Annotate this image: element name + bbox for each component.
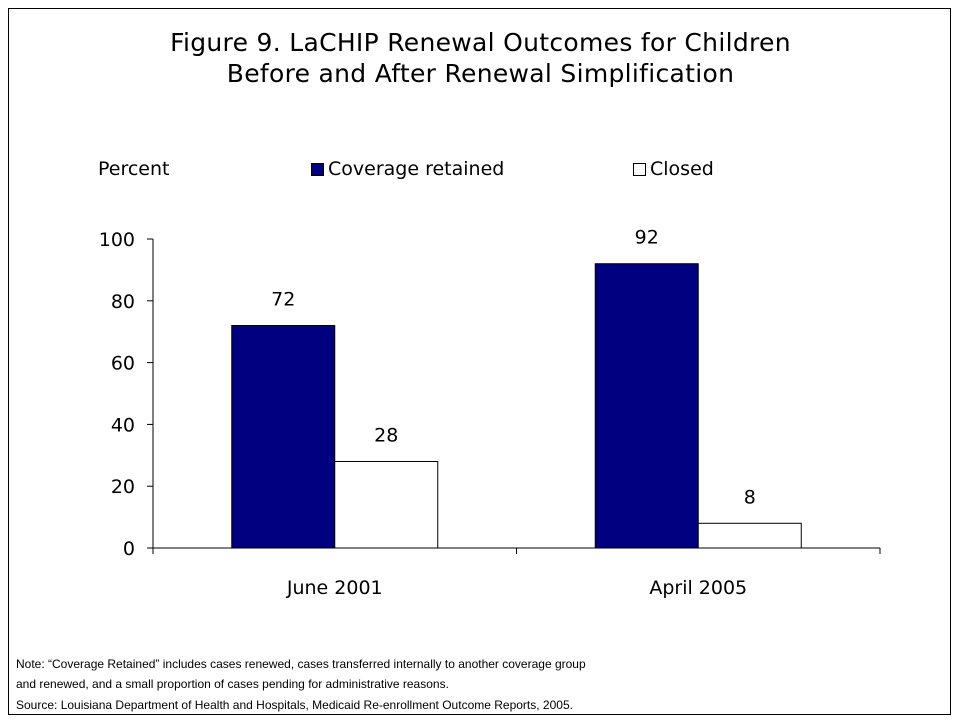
y-tick-label: 20 [111,476,135,498]
legend-item-coverage-retained: Coverage retained [311,158,504,180]
bar-coverage-retained [594,263,699,549]
bar-coverage-retained [231,325,336,549]
y-tick-label: 100 [99,229,135,251]
chart-title: Figure 9. LaCHIP Renewal Outcomes for Ch… [170,28,791,57]
chart-title-block: Figure 9. LaCHIP Renewal Outcomes for Ch… [0,27,961,89]
y-tick-label: 80 [111,291,135,313]
y-axis-label: Percent [98,158,170,180]
data-label: 28 [374,424,398,446]
chart-frame [8,8,951,715]
x-tick-label: June 2001 [286,577,383,599]
source-line: Source: Louisiana Department of Health a… [16,698,573,712]
data-label: 8 [744,486,756,508]
bar-closed [334,460,439,549]
bar-closed [697,522,802,549]
y-tick-label: 40 [111,414,135,436]
y-tick-label: 60 [111,353,135,375]
legend-item-closed: Closed [633,158,714,180]
legend-label-coverage-retained: Coverage retained [328,158,505,180]
data-label: 92 [635,227,659,249]
legend-label-closed: Closed [650,158,714,180]
data-label: 72 [271,289,295,311]
legend-swatch-closed [633,163,646,176]
chart-subtitle: Before and After Renewal Simplification [226,59,735,88]
legend-swatch-coverage-retained [311,163,324,176]
note-line-2: and renewed, and a small proportion of c… [16,677,449,691]
y-tick-label: 0 [123,538,135,560]
note-line-1: Note: “Coverage Retained” includes cases… [16,657,586,671]
x-tick-label: April 2005 [649,577,747,599]
